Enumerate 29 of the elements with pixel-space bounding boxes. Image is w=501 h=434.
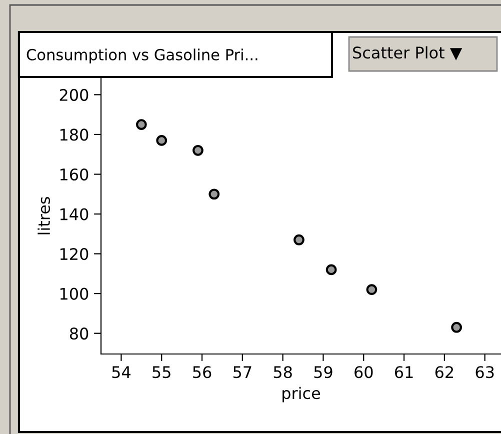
x-tick-label: 60 — [354, 366, 373, 378]
x-axis-title: price — [282, 386, 320, 402]
point — [136, 119, 147, 130]
point — [156, 135, 168, 146]
y-tick-label: 140 — [60, 208, 88, 220]
point — [451, 322, 462, 333]
y-tick-label: 160 — [60, 168, 88, 181]
point — [326, 264, 337, 276]
point — [192, 144, 204, 156]
y-tick-label: 180 — [60, 128, 88, 141]
x-tick-label: 54 — [112, 366, 130, 378]
point — [366, 284, 378, 296]
point — [208, 188, 220, 200]
chart-title: Consumption vs Gasoline Pri... — [26, 48, 258, 64]
point — [294, 234, 304, 246]
x-tick-label: 61 — [394, 366, 413, 378]
x-tick-label: 57 — [233, 366, 252, 378]
y-tick-label: 200 — [60, 88, 88, 101]
x-tick-label: 58 — [274, 366, 292, 378]
x-tick-label: 56 — [193, 366, 212, 378]
x-tick-label: 55 — [152, 366, 170, 378]
text: Scatter Plot ▼ — [353, 46, 462, 60]
y-tick-label: 100 — [60, 288, 88, 300]
x-tick-label: 59 — [314, 366, 332, 378]
x-tick-label: 63 — [476, 366, 494, 378]
y-tick-label: 80 — [70, 328, 88, 340]
y-axis-title: litres — [38, 197, 50, 234]
x-tick-label: 62 — [435, 366, 453, 378]
y-tick-label: 120 — [60, 248, 88, 260]
